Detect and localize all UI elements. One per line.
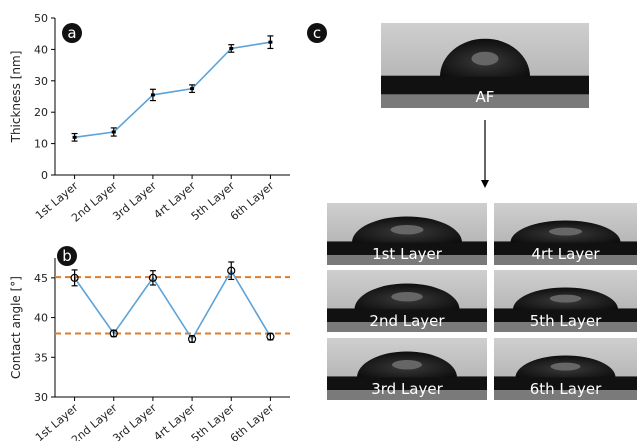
droplet-highlight — [391, 292, 423, 301]
y-tick-label: 50 — [34, 12, 48, 25]
droplet-highlight — [551, 363, 581, 371]
droplet-highlight — [472, 52, 499, 66]
panel-label: b — [62, 247, 72, 265]
photo-caption: 6th Layer — [530, 380, 602, 398]
panel-label: c — [313, 24, 321, 42]
droplet-highlight — [391, 225, 424, 234]
y-tick-label: 35 — [34, 351, 48, 364]
photo-caption: AF — [476, 88, 495, 106]
y-tick-label: 20 — [34, 106, 48, 119]
panel-label: a — [67, 24, 76, 42]
photo-caption: 4rt Layer — [531, 245, 600, 263]
y-tick-label: 30 — [34, 75, 48, 88]
y-tick-label: 30 — [34, 391, 48, 404]
photo-caption: 1st Layer — [372, 245, 443, 263]
photo-caption: 3rd Layer — [371, 380, 443, 398]
marker — [73, 136, 77, 139]
y-tick-label: 0 — [41, 169, 48, 182]
y-tick-label: 40 — [34, 43, 48, 56]
y-tick-label: 10 — [34, 138, 48, 151]
photo-caption: 2nd Layer — [369, 312, 445, 330]
y-tick-label: 40 — [34, 312, 48, 325]
droplet-highlight — [392, 360, 422, 369]
marker — [268, 41, 272, 44]
photo-caption: 5th Layer — [530, 312, 602, 330]
marker — [229, 47, 233, 50]
marker — [112, 130, 116, 133]
droplet-highlight — [550, 295, 582, 303]
x-tick-label: 3rd Layer — [110, 179, 159, 223]
y-tick-label: 45 — [34, 272, 48, 285]
droplet-highlight — [549, 228, 582, 236]
marker — [151, 93, 155, 96]
y-axis-label: Contact angle [°] — [9, 276, 23, 379]
arrow-head — [481, 180, 489, 188]
x-tick-label: 6th Layer — [228, 179, 277, 223]
x-tick-label: 6th Layer — [228, 401, 277, 441]
y-axis-label: Thickness [nm] — [9, 51, 23, 144]
figure: 0 10 20 30 40 50 1st Layer 2nd Layer 3rd Layer 4r… — [0, 0, 637, 441]
line — [75, 271, 271, 339]
marker — [190, 87, 194, 90]
line — [75, 42, 271, 137]
